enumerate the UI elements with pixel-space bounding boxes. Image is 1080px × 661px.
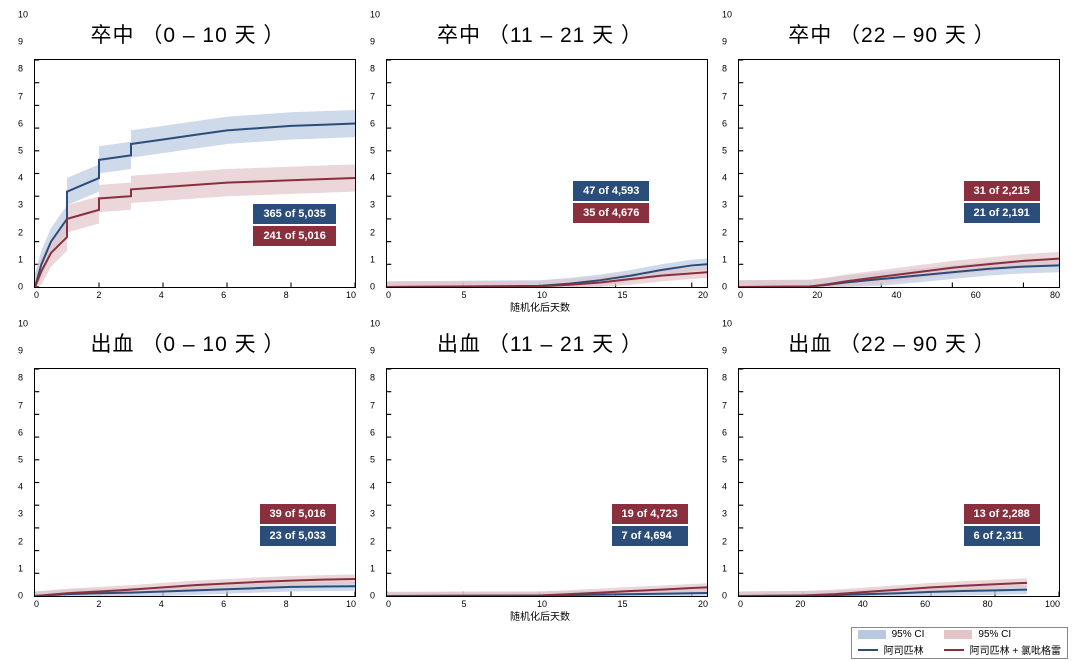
line-swatch-blue [858, 649, 878, 651]
stat-box: 21 of 2,191 [964, 203, 1040, 223]
stat-box: 365 of 5,035 [253, 204, 335, 224]
stat-box: 39 of 5,016 [260, 504, 336, 524]
legend-blue: 阿司匹林 [884, 642, 924, 657]
panel-title: 卒中 （22 – 90 天 ） [716, 5, 1068, 57]
plot-area: 13 of 2,2886 of 2,311 [738, 368, 1060, 597]
panel-p1: 卒中 （11 – 21 天 ）012345678910 47 of 4,59335… [364, 5, 716, 314]
stat-boxes: 39 of 5,01623 of 5,033 [260, 504, 336, 546]
stat-box: 7 of 4,694 [612, 526, 688, 546]
plot-area: 47 of 4,59335 of 4,676 [386, 59, 708, 288]
legend-ci-2: 95% CI [978, 629, 1011, 640]
stat-box: 47 of 4,593 [573, 181, 649, 201]
y-ticks: 012345678910 [18, 7, 32, 288]
chart-grid: 卒中 （0 – 10 天 ）012345678910365 of 5,03524… [0, 0, 1080, 628]
plot-area: 19 of 4,7237 of 4,694 [386, 368, 708, 597]
line-swatch-red [944, 649, 964, 651]
stat-box: 13 of 2,288 [964, 504, 1040, 524]
ci-swatch-blue [858, 630, 886, 639]
y-ticks: 012345678910 [722, 316, 736, 597]
x-ticks: 0246810 [34, 290, 356, 302]
stat-box: 35 of 4,676 [573, 203, 649, 223]
stat-boxes: 365 of 5,035241 of 5,016 [253, 204, 335, 246]
x-axis-label: 随机化后天数 [364, 299, 716, 314]
stat-box: 31 of 2,215 [964, 181, 1040, 201]
y-ticks: 012345678910 [722, 7, 736, 288]
stat-boxes: 47 of 4,59335 of 4,676 [573, 181, 649, 223]
panel-title: 卒中 （11 – 21 天 ） [364, 5, 716, 57]
panel-title: 出血 （0 – 10 天 ） [12, 314, 364, 366]
legend-ci-1: 95% CI [892, 629, 925, 640]
panel-p0: 卒中 （0 – 10 天 ）012345678910 365 of 5,03524… [12, 5, 364, 314]
x-ticks: 020406080100 [738, 599, 1060, 611]
plot-area: 365 of 5,035241 of 5,016 [34, 59, 356, 288]
stat-box: 6 of 2,311 [964, 526, 1040, 546]
panel-title: 出血 （22 – 90 天 ） [716, 314, 1068, 366]
legend-red: 阿司匹林 + 氯吡格雷 [970, 642, 1061, 657]
stat-box: 23 of 5,033 [260, 526, 336, 546]
x-ticks: 020406080 [738, 290, 1060, 302]
panel-title: 出血 （11 – 21 天 ） [364, 314, 716, 366]
y-ticks: 012345678910 [370, 316, 384, 597]
plot-area: 39 of 5,01623 of 5,033 [34, 368, 356, 597]
panel-p3: 出血 （0 – 10 天 ）012345678910 39 of 5,01623 … [12, 314, 364, 623]
stat-boxes: 19 of 4,7237 of 4,694 [612, 504, 688, 546]
x-ticks: 0246810 [34, 599, 356, 611]
stat-box: 19 of 4,723 [612, 504, 688, 524]
panel-p2: 卒中 （22 – 90 天 ）012345678910 31 of 2,21521… [716, 5, 1068, 314]
x-axis-label: 随机化后天数 [364, 608, 716, 623]
panel-p4: 出血 （11 – 21 天 ）012345678910 19 of 4,7237 … [364, 314, 716, 623]
stat-boxes: 13 of 2,2886 of 2,311 [964, 504, 1040, 546]
stat-boxes: 31 of 2,21521 of 2,191 [964, 181, 1040, 223]
y-ticks: 012345678910 [370, 7, 384, 288]
panel-title: 卒中 （0 – 10 天 ） [12, 5, 364, 57]
y-ticks: 012345678910 [18, 316, 32, 597]
ci-swatch-red [944, 630, 972, 639]
panel-p5: 出血 （22 – 90 天 ）012345678910 13 of 2,2886 … [716, 314, 1068, 623]
plot-area: 31 of 2,21521 of 2,191 [738, 59, 1060, 288]
legend: 95% CI 95% CI 阿司匹林 阿司匹林 + 氯吡格雷 [851, 627, 1068, 659]
stat-box: 241 of 5,016 [253, 226, 335, 246]
